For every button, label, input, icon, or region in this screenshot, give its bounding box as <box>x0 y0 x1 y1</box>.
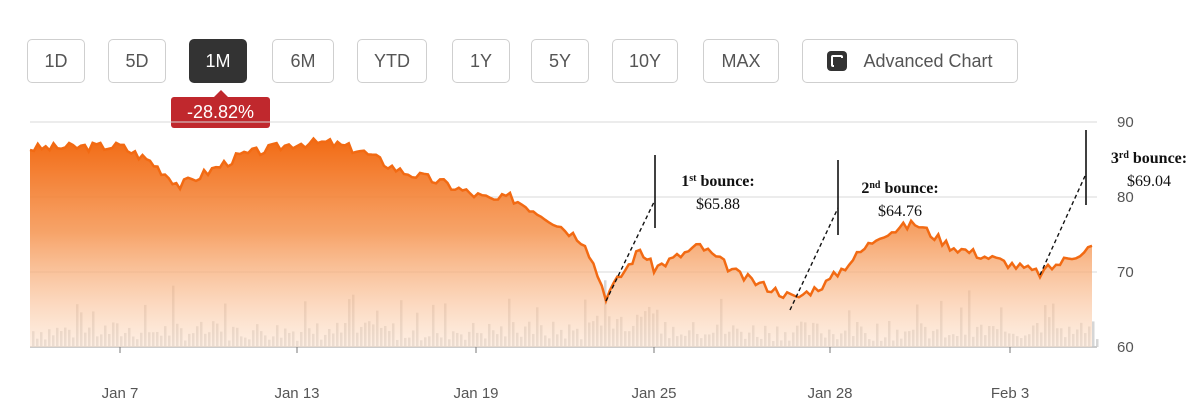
price-line <box>29 136 1093 305</box>
bounce-title: 2nd bounce: <box>861 180 938 198</box>
bounce-value: $64.76 <box>878 203 922 220</box>
x-tick-label: Jan 19 <box>453 385 498 402</box>
x-tick-label: Feb 3 <box>991 385 1029 402</box>
range-button-1d[interactable]: 1D <box>27 39 85 83</box>
x-tick-label: Jan 13 <box>274 385 319 402</box>
time-range-toolbar: 1D 5D 1M 6M YTD 1Y 5Y 10Y MAX Advanced C… <box>0 0 1200 100</box>
volume-bar <box>1096 339 1099 347</box>
change-badge-text: -28.82% <box>186 102 255 122</box>
bounce-value: $69.04 <box>1127 173 1171 190</box>
advanced-chart-label: Advanced Chart <box>863 50 993 71</box>
y-tick-label: 60 <box>1117 339 1134 356</box>
advanced-chart-button[interactable]: Advanced Chart <box>802 39 1018 83</box>
range-button-5d[interactable]: 5D <box>108 39 166 83</box>
bounce-title: 3rd bounce: <box>1111 150 1187 168</box>
y-tick-label: 80 <box>1117 189 1134 206</box>
y-axis: 90 80 70 60 <box>1117 114 1134 356</box>
range-button-1y[interactable]: 1Y <box>452 39 510 83</box>
bounce-trend-line <box>605 199 656 302</box>
bounce-annotations: 1st bounce: $65.88 2nd bounce: $64.76 3rd bo… <box>605 130 1187 311</box>
bounce-trend-line <box>789 207 839 311</box>
x-tick-label: Jan 28 <box>807 385 852 402</box>
x-tick-label: Jan 7 <box>102 385 139 402</box>
x-axis: Jan 7 Jan 13 Jan 19 Jan 25 Jan 28 Feb 3 <box>102 347 1029 402</box>
x-tick-label: Jan 25 <box>631 385 676 402</box>
change-badge: -28.82% <box>171 90 270 128</box>
range-button-5y[interactable]: 5Y <box>531 39 589 83</box>
range-button-10y[interactable]: 10Y <box>612 39 678 83</box>
price-area <box>30 138 1092 347</box>
volume-bar <box>1092 321 1095 347</box>
expand-chart-icon <box>827 51 848 71</box>
y-tick-label: 90 <box>1117 114 1134 131</box>
range-button-1m[interactable]: 1M <box>189 39 247 83</box>
bounce-value: $65.88 <box>696 196 740 213</box>
y-tick-label: 70 <box>1117 264 1134 281</box>
range-button-max[interactable]: MAX <box>703 39 779 83</box>
range-button-ytd[interactable]: YTD <box>357 39 427 83</box>
bounce-title: 1st bounce: <box>681 173 754 191</box>
range-button-6m[interactable]: 6M <box>272 39 334 83</box>
